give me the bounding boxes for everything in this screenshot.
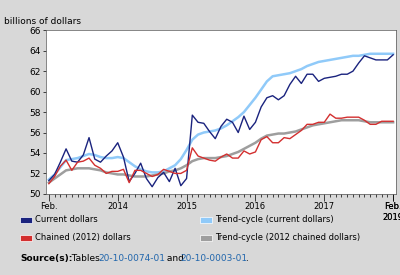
Text: Tables: Tables — [66, 254, 103, 263]
Text: .: . — [246, 254, 249, 263]
Text: Source(s):: Source(s): — [20, 254, 72, 263]
Text: 20-10-0003-01: 20-10-0003-01 — [180, 254, 247, 263]
Text: Trend-cycle (2012 chained dollars): Trend-cycle (2012 chained dollars) — [215, 233, 360, 242]
Text: billions of dollars: billions of dollars — [4, 17, 81, 26]
Text: Trend-cycle (current dollars): Trend-cycle (current dollars) — [215, 216, 334, 224]
Text: Current dollars: Current dollars — [35, 216, 98, 224]
Text: Chained (2012) dollars: Chained (2012) dollars — [35, 233, 131, 242]
Text: and: and — [164, 254, 187, 263]
Text: 20-10-0074-01: 20-10-0074-01 — [98, 254, 165, 263]
